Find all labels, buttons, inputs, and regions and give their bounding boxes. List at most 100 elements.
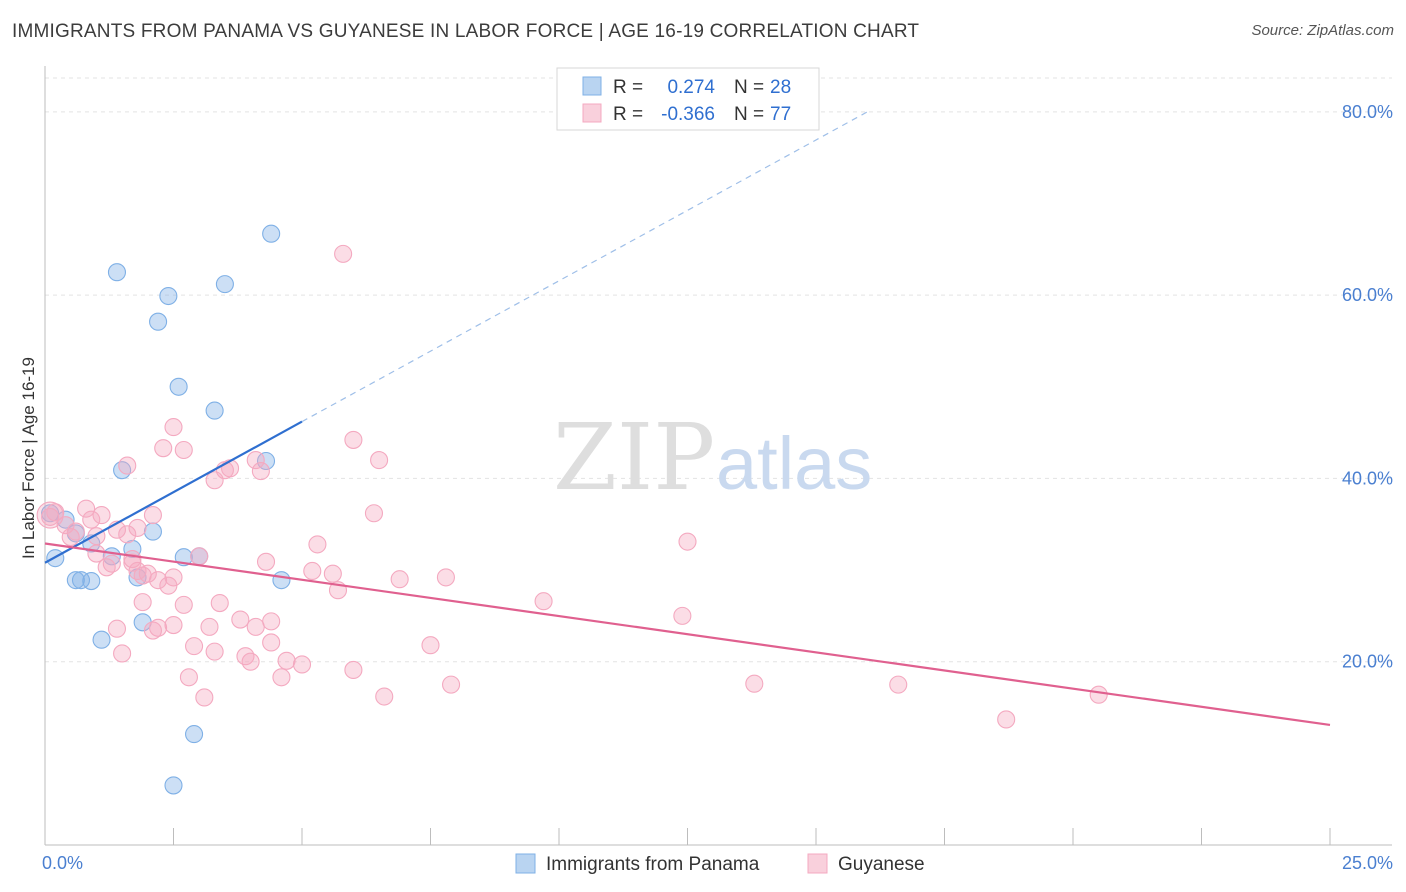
- legend-label: Guyanese: [838, 854, 925, 875]
- panama-point: [56, 510, 75, 529]
- guyanese-point: [174, 595, 193, 614]
- guyanese-point: [262, 612, 281, 631]
- guyanese-point: [164, 418, 183, 437]
- panama-point: [82, 572, 101, 591]
- stats-legend: R = 0.274 N = 28 R = -0.366 N = 77: [556, 67, 820, 131]
- guyanese-point: [138, 564, 157, 583]
- guyanese-point: [205, 642, 224, 661]
- grid: [45, 77, 1392, 663]
- guyanese-point: [262, 633, 281, 652]
- guyanese-point: [149, 571, 168, 590]
- stats-r-value: 0.274: [667, 77, 715, 98]
- panama-point: [149, 312, 168, 331]
- guyanese-point: [190, 547, 209, 566]
- guyanese-point: [143, 506, 162, 525]
- guyanese-point: [231, 610, 250, 629]
- watermark-zip: ZIP: [553, 404, 715, 511]
- guyanese-swatch: [582, 103, 602, 123]
- guyanese-point: [185, 637, 204, 656]
- guyanese-point: [82, 510, 101, 529]
- guyanese-point: [256, 552, 276, 571]
- guyanese-point: [745, 674, 764, 693]
- stats-r-label: R =: [613, 104, 643, 125]
- panama-point: [262, 224, 281, 243]
- stats-n-value: 77: [770, 104, 791, 125]
- guyanese-point: [154, 439, 173, 458]
- x-tick-label: 25.0%: [1342, 853, 1393, 873]
- guyanese-point: [292, 655, 312, 674]
- guyanese-point: [251, 462, 270, 481]
- guyanese-point: [195, 688, 214, 707]
- guyanese-point: [997, 710, 1016, 729]
- guyanese-point: [133, 593, 152, 612]
- guyanese-point: [678, 532, 697, 551]
- guyanese-point: [1089, 685, 1108, 704]
- guyanese-point: [128, 518, 147, 537]
- guyanese-point: [241, 652, 260, 671]
- guyanese-point: [179, 668, 198, 687]
- y-tick-label: 60.0%: [1342, 285, 1393, 305]
- guyanese-point: [272, 668, 291, 687]
- y-tick-label: 20.0%: [1342, 652, 1393, 672]
- panama-point: [92, 630, 111, 649]
- panama-point: [66, 571, 85, 590]
- guyanese-point: [66, 522, 85, 541]
- series-legend: Immigrants from Panama Guyanese: [515, 853, 925, 875]
- guyanese-point: [370, 451, 389, 470]
- guyanese-point: [534, 592, 553, 611]
- guyanese-point: [174, 440, 193, 460]
- panama-point: [205, 401, 224, 420]
- panama-point: [164, 776, 183, 795]
- guyanese-point: [46, 503, 65, 522]
- guyanese-point: [277, 651, 296, 670]
- axes: [44, 66, 1392, 846]
- panama-trend-extension: [301, 111, 868, 423]
- panama-point: [169, 377, 188, 396]
- guyanese-point: [92, 506, 111, 525]
- guyanese-point: [673, 606, 692, 625]
- panama-point: [185, 725, 204, 744]
- stats-n-label: N =: [734, 104, 764, 125]
- watermark-atlas: atlas: [716, 422, 872, 505]
- points: [36, 224, 1108, 795]
- guyanese-point: [246, 451, 265, 470]
- legend-swatch-guyanese: [807, 853, 828, 874]
- guyanese-point: [210, 594, 229, 613]
- panama-swatch: [582, 76, 602, 96]
- guyanese-point: [102, 554, 121, 573]
- panama-point: [215, 275, 234, 294]
- y-tick-label: 40.0%: [1342, 468, 1393, 488]
- guyanese-point: [421, 636, 440, 655]
- legend-label: Immigrants from Panama: [546, 854, 760, 875]
- guyanese-point: [344, 660, 363, 680]
- guyanese-point: [334, 244, 353, 263]
- tick-labels: 20.0% 40.0% 60.0% 80.0% 0.0% 25.0%: [42, 102, 1393, 873]
- guyanese-point: [390, 570, 409, 589]
- guyanese-point: [442, 675, 461, 694]
- stats-r-label: R =: [613, 77, 643, 98]
- guyanese-point: [61, 528, 80, 547]
- guyanese-point: [164, 568, 183, 587]
- guyanese-point: [364, 504, 384, 523]
- legend-swatch-panama: [515, 853, 536, 874]
- trend-lines: [44, 111, 1331, 727]
- guyanese-point: [107, 619, 127, 638]
- guyanese-point: [303, 561, 322, 581]
- x-tick-label: 0.0%: [42, 853, 83, 873]
- stats-r-value: -0.366: [661, 104, 715, 125]
- y-tick-label: 80.0%: [1342, 102, 1393, 122]
- guyanese-point: [143, 621, 162, 640]
- stats-n-label: N =: [734, 77, 764, 98]
- guyanese-point: [164, 615, 183, 635]
- guyanese-point: [436, 568, 455, 587]
- stats-n-value: 28: [770, 77, 791, 98]
- guyanese-point: [889, 675, 908, 694]
- chart-source: Source: ZipAtlas.com: [1251, 22, 1394, 39]
- guyanese-point: [113, 644, 132, 663]
- guyanese-point: [77, 499, 96, 518]
- guyanese-trend-line: [44, 542, 1331, 727]
- panama-point: [256, 451, 276, 471]
- guyanese-point: [344, 430, 363, 449]
- chart-title: IMMIGRANTS FROM PANAMA VS GUYANESE IN LA…: [12, 21, 920, 42]
- panama-point: [107, 263, 127, 282]
